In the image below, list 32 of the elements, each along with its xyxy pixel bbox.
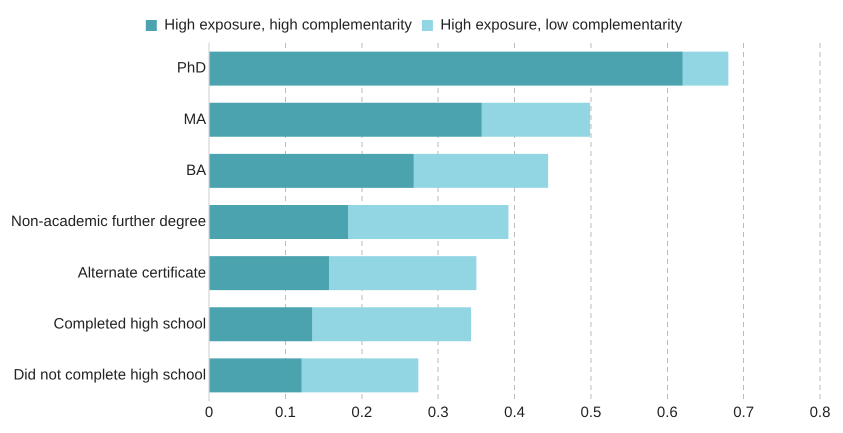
x-tick-label: 0.4 — [504, 404, 525, 422]
bar — [482, 102, 590, 137]
bar — [682, 52, 728, 86]
y-tick-label: Alternate certificate — [78, 264, 206, 282]
y-tick-label: Non-academic further degree — [10, 213, 206, 230]
x-tick-label: 0.6 — [656, 404, 678, 422]
x-tick-label: 0.1 — [275, 404, 296, 422]
x-tick-label: 0.3 — [428, 404, 449, 422]
bar — [414, 154, 548, 188]
bar — [210, 307, 312, 342]
y-tick-label: Completed high school — [54, 315, 206, 332]
bar — [302, 358, 418, 392]
bar — [210, 256, 329, 290]
x-tick-label: 0 — [204, 404, 214, 422]
x-tick-label: 0.8 — [810, 404, 830, 422]
legend-label: High exposure, low complementarity — [440, 16, 683, 34]
x-tick-label: 0.5 — [580, 404, 602, 422]
bar — [328, 256, 476, 290]
x-tick-label: 0.2 — [351, 404, 372, 422]
bar — [210, 52, 683, 86]
bar — [210, 204, 348, 240]
y-tick-label: BA — [186, 162, 206, 179]
bar — [210, 102, 482, 137]
x-tick-label: 0.7 — [733, 404, 754, 422]
y-tick-label: Did not complete high school — [13, 366, 206, 384]
bar — [210, 358, 302, 392]
y-tick-label: MA — [184, 110, 206, 128]
y-tick-label: PhD — [176, 60, 206, 77]
bar — [312, 307, 472, 342]
bar — [210, 154, 414, 188]
legend-label: High exposure, high complementarity — [164, 16, 412, 34]
bar — [348, 204, 508, 240]
